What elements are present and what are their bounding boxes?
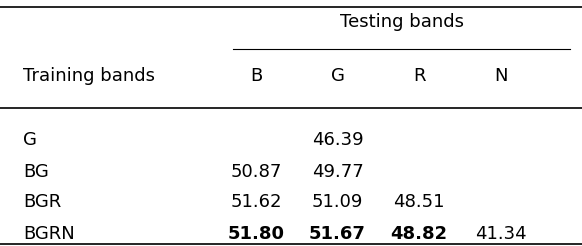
- Text: 51.67: 51.67: [309, 225, 366, 243]
- Text: BG: BG: [23, 163, 49, 181]
- Text: 50.87: 50.87: [230, 163, 282, 181]
- Text: 46.39: 46.39: [312, 131, 363, 149]
- Text: 48.82: 48.82: [391, 225, 448, 243]
- Text: Testing bands: Testing bands: [339, 13, 464, 31]
- Text: 51.62: 51.62: [230, 193, 282, 211]
- Text: R: R: [413, 67, 425, 85]
- Text: G: G: [331, 67, 345, 85]
- Text: N: N: [494, 67, 508, 85]
- Text: 41.34: 41.34: [475, 225, 526, 243]
- Text: Training bands: Training bands: [23, 67, 155, 85]
- Text: BGR: BGR: [23, 193, 62, 211]
- Text: 49.77: 49.77: [312, 163, 363, 181]
- Text: 48.51: 48.51: [393, 193, 445, 211]
- Text: G: G: [23, 131, 37, 149]
- Text: 51.80: 51.80: [228, 225, 285, 243]
- Text: BGRN: BGRN: [23, 225, 75, 243]
- Text: B: B: [250, 67, 262, 85]
- Text: 51.09: 51.09: [312, 193, 363, 211]
